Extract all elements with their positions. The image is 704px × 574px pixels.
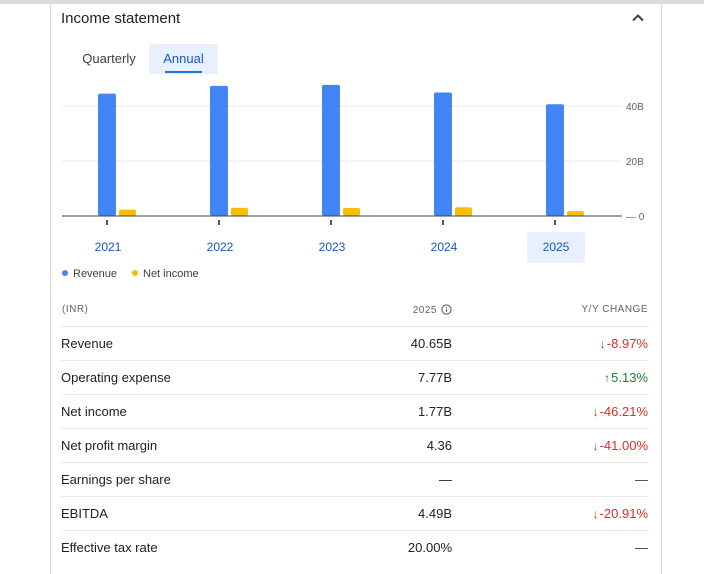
selected-year-highlight xyxy=(527,232,585,263)
row-change-value: -20.91% xyxy=(599,506,648,521)
row-change-value: -46.21% xyxy=(599,404,648,419)
row-change: — xyxy=(635,540,648,555)
revenue-bar xyxy=(322,84,340,216)
net-income-bar xyxy=(231,207,248,216)
table-row: Net income 1.77B ↓-46.21% xyxy=(61,394,649,428)
revenue-chart: — 0 20B 40B 2021 2022 2023 2024 2025 xyxy=(62,84,645,263)
card-title: Income statement xyxy=(61,10,181,27)
row-label: Revenue xyxy=(61,336,114,351)
row-change: ↓-41.00% xyxy=(593,438,648,453)
row-change: ↓-46.21% xyxy=(593,404,648,419)
row-value: 4.36 xyxy=(426,438,452,453)
change-arrow-icon: ↑ xyxy=(604,371,611,385)
change-arrow-icon: ↓ xyxy=(592,439,599,453)
tab-selected-indicator xyxy=(165,71,202,73)
row-label: Net income xyxy=(61,404,127,419)
financial-table: Revenue 40.65B ↓-8.97% Operating expense… xyxy=(61,326,649,564)
x-tick-label[interactable]: 2023 xyxy=(319,240,346,254)
y-tick-label: — 0 xyxy=(626,212,645,223)
legend-item-net-income: Net income xyxy=(132,268,199,280)
row-change: — xyxy=(635,472,648,487)
legend-label-revenue: Revenue xyxy=(73,268,118,280)
revenue-dot-icon xyxy=(62,270,68,276)
change-arrow-icon: ↓ xyxy=(592,405,599,419)
change-arrow-icon: ↓ xyxy=(599,337,606,351)
x-tick-label[interactable]: 2025 xyxy=(543,240,570,254)
legend-label-net-income: Net income xyxy=(143,268,199,280)
info-icon[interactable] xyxy=(441,304,452,315)
currency-unit: (INR) xyxy=(62,304,89,315)
row-value: 1.77B xyxy=(418,404,452,419)
net-income-dot-icon xyxy=(132,270,138,276)
net-income-bar xyxy=(119,209,136,216)
row-change-value: -41.00% xyxy=(599,438,648,453)
table-row: Net profit margin 4.36 ↓-41.00% xyxy=(61,428,649,462)
row-change: ↓-20.91% xyxy=(593,506,648,521)
net-income-bar xyxy=(567,211,584,216)
chevron-up-icon[interactable] xyxy=(628,8,648,28)
year-column-header: 2025 xyxy=(380,304,452,316)
year-header-label: 2025 xyxy=(412,305,437,316)
x-tick-label[interactable]: 2021 xyxy=(95,240,122,254)
tab-annual-label: Annual xyxy=(163,51,204,66)
row-change-value: — xyxy=(635,540,648,555)
row-value: 40.65B xyxy=(410,336,452,351)
legend-item-revenue: Revenue xyxy=(62,268,117,280)
income-statement-card xyxy=(50,4,662,574)
table-row: Revenue 40.65B ↓-8.97% xyxy=(61,326,649,360)
row-label: Operating expense xyxy=(61,370,171,385)
change-column-header: Y/Y CHANGE xyxy=(581,304,648,315)
row-label: Effective tax rate xyxy=(61,540,158,555)
x-tick-label[interactable]: 2022 xyxy=(207,240,234,254)
row-change-value: — xyxy=(635,472,648,487)
row-change-value: 5.13% xyxy=(611,370,648,385)
net-income-bar xyxy=(343,208,360,216)
row-change-value: -8.97% xyxy=(606,336,648,351)
table-row: Operating expense 7.77B ↑5.13% xyxy=(61,360,649,394)
revenue-bar xyxy=(434,92,452,216)
change-arrow-icon: ↓ xyxy=(592,507,599,521)
row-value: 4.49B xyxy=(418,506,452,521)
x-tick-label[interactable]: 2024 xyxy=(431,240,458,254)
row-label: Earnings per share xyxy=(61,472,171,487)
revenue-bar xyxy=(210,85,228,216)
top-border xyxy=(0,0,704,4)
table-row: Earnings per share — — xyxy=(61,462,649,496)
row-value: — xyxy=(439,472,452,487)
tab-annual[interactable]: Annual xyxy=(149,44,218,74)
row-change: ↑5.13% xyxy=(604,370,648,385)
table-row: Effective tax rate 20.00% — xyxy=(61,530,649,564)
row-value: 7.77B xyxy=(418,370,452,385)
row-value: 20.00% xyxy=(407,540,452,555)
row-label: Net profit margin xyxy=(61,438,158,453)
net-income-bar xyxy=(455,207,472,216)
revenue-bar xyxy=(98,93,116,216)
row-label: EBITDA xyxy=(61,506,108,521)
y-tick-label: 20B xyxy=(626,157,644,168)
table-row: EBITDA 4.49B ↓-20.91% xyxy=(61,496,649,530)
tab-quarterly[interactable]: Quarterly xyxy=(82,51,136,66)
row-change: ↓-8.97% xyxy=(600,336,648,351)
y-tick-label: 40B xyxy=(626,102,644,113)
revenue-bar xyxy=(546,104,564,216)
